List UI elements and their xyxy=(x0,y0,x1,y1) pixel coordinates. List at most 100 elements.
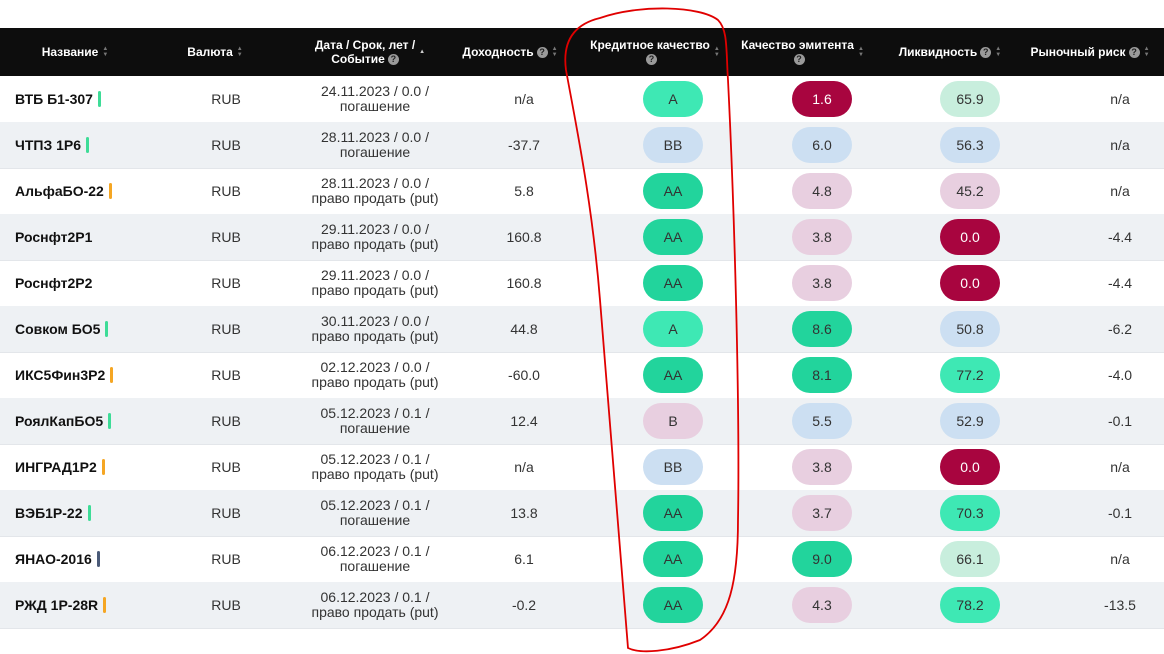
credit-quality-badge[interactable]: AA xyxy=(643,541,703,577)
liquidity-badge[interactable]: 0.0 xyxy=(940,449,1000,485)
issuer-quality-badge[interactable]: 3.8 xyxy=(792,265,852,301)
credit-quality-badge[interactable]: AA xyxy=(643,587,703,623)
table-row[interactable]: Роснфт2Р1 RUB 29.11.2023 / 0.0 / право п… xyxy=(0,214,1164,261)
liquidity-cell: 0.0 xyxy=(940,444,1000,490)
bond-name[interactable]: РЖД 1Р-28R xyxy=(15,582,107,628)
credit-quality-badge[interactable]: AA xyxy=(643,495,703,531)
credit-quality-badge[interactable]: BB xyxy=(643,127,703,163)
sort-icon[interactable]: ▲ ▼ xyxy=(102,46,109,58)
table-row[interactable]: Совком БО5 RUB 30.11.2023 / 0.0 / право … xyxy=(0,306,1164,353)
liquidity-badge[interactable]: 50.8 xyxy=(940,311,1000,347)
column-header-name[interactable]: Название ▲ ▼ xyxy=(41,45,109,59)
liquidity-badge[interactable]: 70.3 xyxy=(940,495,1000,531)
column-header-date[interactable]: Дата / Срок, лет / Событие? ▲ xyxy=(314,38,426,66)
table-row[interactable]: ЧТПЗ 1Р6 RUB 28.11.2023 / 0.0 / погашени… xyxy=(0,122,1164,169)
status-bar-icon xyxy=(108,183,112,199)
issuer-quality-badge[interactable]: 8.1 xyxy=(792,357,852,393)
credit-quality-badge[interactable]: BB xyxy=(643,449,703,485)
date-cell: 29.11.2023 / 0.0 / право продать (put) xyxy=(311,267,439,298)
yield-cell: 13.8 xyxy=(510,505,538,521)
liquidity-badge[interactable]: 45.2 xyxy=(940,173,1000,209)
table-row[interactable]: РоялКапБО5 RUB 05.12.2023 / 0.1 / погаше… xyxy=(0,398,1164,445)
column-header-liquidity[interactable]: Ликвидность? ▲ ▼ xyxy=(898,45,1002,59)
status-bar-icon xyxy=(86,137,90,153)
bond-name[interactable]: ВЭБ1Р-22 xyxy=(15,490,91,536)
market-risk-cell: -4.4 xyxy=(1107,275,1133,291)
issuer-quality-badge[interactable]: 3.7 xyxy=(792,495,852,531)
credit-quality-badge[interactable]: B xyxy=(643,403,703,439)
column-header-currency[interactable]: Валюта ▲ ▼ xyxy=(187,45,243,59)
bond-name[interactable]: ИКС5Фин3Р2 xyxy=(15,352,114,398)
liquidity-badge[interactable]: 78.2 xyxy=(940,587,1000,623)
column-header-yield[interactable]: Доходность? ▲ ▼ xyxy=(462,45,558,59)
table-row[interactable]: ЯНАО-2016 RUB 06.12.2023 / 0.1 / погашен… xyxy=(0,536,1164,583)
sort-icon[interactable]: ▲ ▼ xyxy=(1143,46,1150,58)
currency-cell: RUB xyxy=(211,413,241,429)
credit-quality-badge[interactable]: AA xyxy=(643,265,703,301)
column-header-credit-quality[interactable]: Кредитное качество ? ▲ ▼ xyxy=(590,38,720,66)
bond-name[interactable]: ЯНАО-2016 xyxy=(15,536,100,582)
sort-icon[interactable]: ▲ ▼ xyxy=(713,46,720,58)
table-row[interactable]: АльфаБО-22 RUB 28.11.2023 / 0.0 / право … xyxy=(0,168,1164,215)
liquidity-badge[interactable]: 77.2 xyxy=(940,357,1000,393)
sort-icon[interactable]: ▲ ▼ xyxy=(236,46,243,58)
sort-active-icon[interactable]: ▲ xyxy=(419,49,426,55)
table-row[interactable]: ВЭБ1Р-22 RUB 05.12.2023 / 0.1 / погашени… xyxy=(0,490,1164,537)
yield-cell: 6.1 xyxy=(514,551,534,567)
help-icon[interactable]: ? xyxy=(536,46,548,58)
issuer-quality-badge[interactable]: 4.8 xyxy=(792,173,852,209)
bond-name[interactable]: Совком БО5 xyxy=(15,306,109,352)
table-row[interactable]: ВТБ Б1-307 RUB 24.11.2023 / 0.0 / погаше… xyxy=(0,76,1164,123)
credit-quality-badge[interactable]: AA xyxy=(643,219,703,255)
currency-cell: RUB xyxy=(211,137,241,153)
sort-icon[interactable]: ▲ ▼ xyxy=(551,46,558,58)
table-row[interactable]: ИКС5Фин3Р2 RUB 02.12.2023 / 0.0 / право … xyxy=(0,352,1164,399)
issuer-quality-badge[interactable]: 3.8 xyxy=(792,219,852,255)
bond-name[interactable]: ЧТПЗ 1Р6 xyxy=(15,122,90,168)
issuer-quality-badge[interactable]: 6.0 xyxy=(792,127,852,163)
credit-quality-badge[interactable]: AA xyxy=(643,173,703,209)
yield-cell: 12.4 xyxy=(510,413,538,429)
liquidity-badge[interactable]: 56.3 xyxy=(940,127,1000,163)
credit-quality-badge[interactable]: A xyxy=(643,311,703,347)
bond-name[interactable]: ВТБ Б1-307 xyxy=(15,76,101,122)
issuer-quality-badge[interactable]: 9.0 xyxy=(792,541,852,577)
status-bar-icon xyxy=(108,413,112,429)
issuer-quality-badge[interactable]: 1.6 xyxy=(792,81,852,117)
liquidity-badge[interactable]: 66.1 xyxy=(940,541,1000,577)
currency-cell: RUB xyxy=(211,183,241,199)
credit-quality-badge[interactable]: A xyxy=(643,81,703,117)
column-header-issuer-quality[interactable]: Качество эмитента ? ▲ ▼ xyxy=(741,38,864,66)
issuer-quality-badge[interactable]: 3.8 xyxy=(792,449,852,485)
table-row[interactable]: Роснфт2Р2 RUB 29.11.2023 / 0.0 / право п… xyxy=(0,260,1164,307)
help-icon[interactable]: ? xyxy=(646,54,658,66)
liquidity-badge[interactable]: 0.0 xyxy=(940,265,1000,301)
issuer-quality-badge[interactable]: 8.6 xyxy=(792,311,852,347)
sort-icon[interactable]: ▲ ▼ xyxy=(995,46,1002,58)
issuer-quality-cell: 8.6 xyxy=(792,306,852,352)
help-icon[interactable]: ? xyxy=(1128,46,1140,58)
table-row[interactable]: ИНГРАД1Р2 RUB 05.12.2023 / 0.1 / право п… xyxy=(0,444,1164,491)
bond-name[interactable]: РоялКапБО5 xyxy=(15,398,112,444)
currency-cell: RUB xyxy=(211,91,241,107)
liquidity-badge[interactable]: 52.9 xyxy=(940,403,1000,439)
help-icon[interactable]: ? xyxy=(980,46,992,58)
sort-icon[interactable]: ▲ ▼ xyxy=(857,46,864,58)
issuer-quality-badge[interactable]: 5.5 xyxy=(792,403,852,439)
credit-quality-cell: AA xyxy=(643,168,703,214)
liquidity-cell: 78.2 xyxy=(940,582,1000,628)
help-icon[interactable]: ? xyxy=(387,54,399,66)
help-icon[interactable]: ? xyxy=(793,54,805,66)
liquidity-badge[interactable]: 0.0 xyxy=(940,219,1000,255)
bond-name[interactable]: Роснфт2Р1 xyxy=(15,229,93,245)
credit-quality-cell: AA xyxy=(643,214,703,260)
bond-name[interactable]: АльфаБО-22 xyxy=(15,168,112,214)
bond-name[interactable]: ИНГРАД1Р2 xyxy=(15,444,105,490)
credit-quality-cell: AA xyxy=(643,490,703,536)
table-row[interactable]: РЖД 1Р-28R RUB 06.12.2023 / 0.1 / право … xyxy=(0,582,1164,629)
issuer-quality-badge[interactable]: 4.3 xyxy=(792,587,852,623)
liquidity-badge[interactable]: 65.9 xyxy=(940,81,1000,117)
credit-quality-badge[interactable]: AA xyxy=(643,357,703,393)
column-header-market-risk[interactable]: Рыночный риск? ▲ ▼ xyxy=(1030,45,1150,59)
bond-name[interactable]: Роснфт2Р2 xyxy=(15,275,93,291)
